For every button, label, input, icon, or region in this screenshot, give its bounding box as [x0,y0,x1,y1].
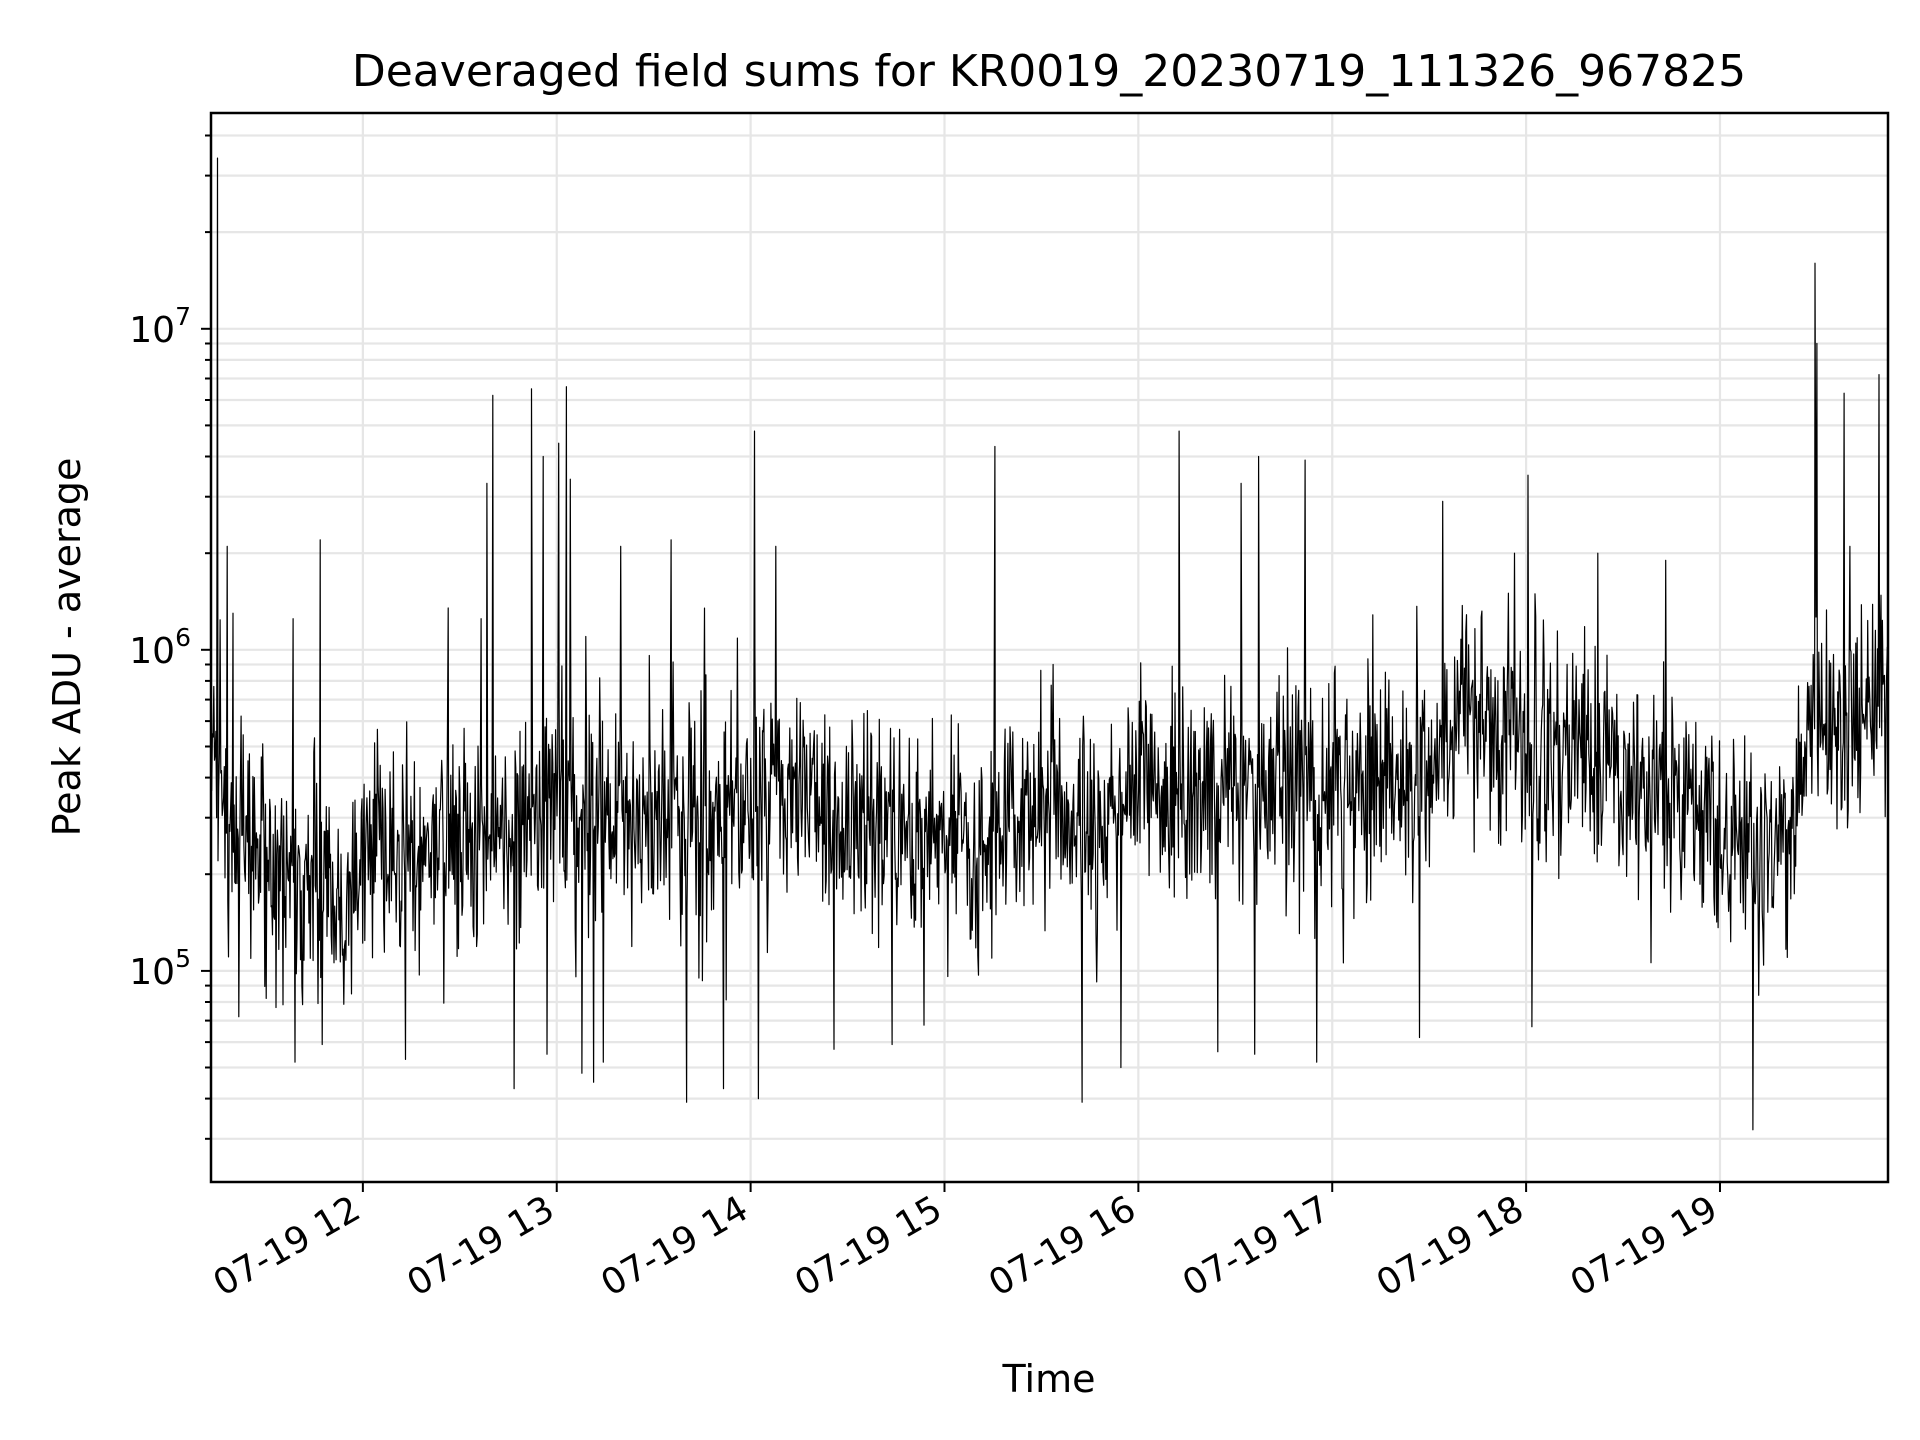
x-tick-label: 07-19 14 [594,1188,755,1304]
chart-title: Deaveraged field sums for KR0019_2023071… [352,46,1746,97]
series-line [210,157,1889,1131]
y-axis-ticks: 105 106 107 [129,134,211,1140]
x-tick-label: 07-19 17 [1176,1188,1337,1304]
x-tick-label: 07-19 13 [401,1188,562,1304]
series [210,157,1889,1131]
x-tick-label: 07-19 19 [1564,1188,1725,1304]
x-tick-label: 07-19 18 [1370,1188,1531,1304]
plot-frame [209,111,1890,1184]
grid [211,113,1888,1182]
y-tick-label: 105 [129,944,191,993]
x-tick-label: 07-19 15 [788,1188,949,1304]
y-axis-label: Peak ADU - average [45,458,89,837]
x-tick-label: 07-19 16 [982,1188,1143,1304]
x-axis-label: Time [1002,1357,1096,1401]
x-axis-ticks: 07-19 12 07-19 13 07-19 14 07-19 15 07-19 16… [207,1182,1725,1305]
x-tick-label: 07-19 12 [207,1188,368,1304]
y-tick-label: 107 [129,302,191,351]
y-tick-label: 106 [129,623,191,672]
